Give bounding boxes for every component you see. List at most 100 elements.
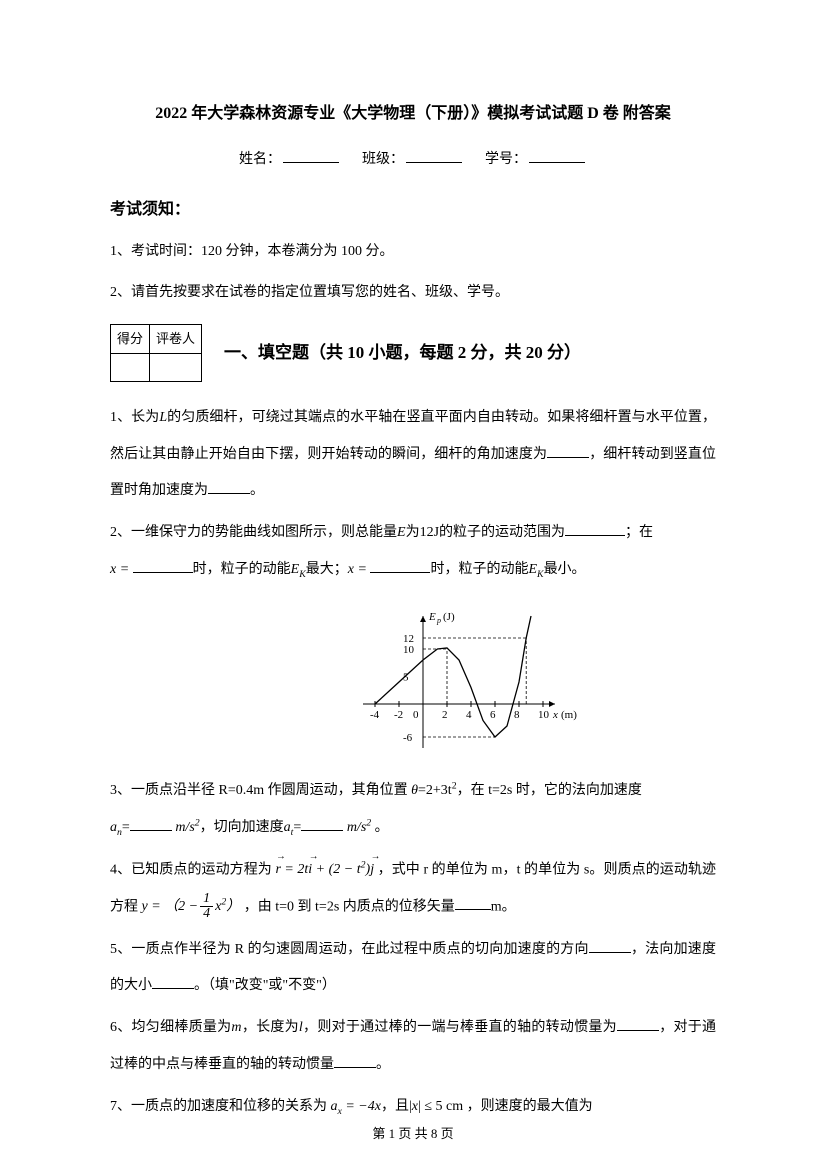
svg-text:12: 12 — [403, 633, 414, 645]
q3-text-d: 。 — [375, 820, 389, 835]
q3-text-a: 3、一质点沿半径 R=0.4m 作圆周运动，其角位置 — [110, 783, 408, 798]
section-1-heading: 一、填空题（共 10 小题，每题 2 分，共 20 分） — [224, 338, 581, 369]
q2-Ek-2: EK — [528, 562, 543, 577]
q4-text-a: 4、已知质点的运动方程为 — [110, 863, 272, 878]
q5-blank-2 — [152, 975, 194, 989]
q3-at: at — [284, 820, 294, 835]
name-label: 姓名： — [239, 152, 281, 167]
q1-blank-2 — [208, 480, 250, 494]
svg-text:4: 4 — [466, 709, 472, 721]
q4-blank-1 — [455, 896, 491, 910]
q6-blank-1 — [617, 1017, 659, 1031]
q6-text-c: ，则对于通过棒的一端与棒垂直的轴的转动惯量为 — [303, 1020, 617, 1035]
q2-xeq-1: x = — [110, 562, 129, 577]
q2-Ek-1: EK — [291, 562, 306, 577]
svg-text:10: 10 — [538, 709, 550, 721]
q5-text-c: 。（填"改变"或"不变"） — [194, 978, 336, 993]
q2-blank-3 — [370, 559, 430, 573]
q6-blank-2 — [334, 1054, 376, 1068]
q6-text-e: 。 — [376, 1057, 390, 1072]
q2-text-g: 时，粒子的动能 — [430, 562, 528, 577]
svg-text:2: 2 — [442, 709, 448, 721]
question-4: 4、已知质点的运动方程为 r = 2ti + (2 − t2)j ，式中 r 的… — [110, 852, 716, 926]
section-1-header: 得分 评卷人 一、填空题（共 10 小题，每题 2 分，共 20 分） — [110, 324, 716, 382]
page-title: 2022 年大学森林资源专业《大学物理（下册）》模拟考试试题 D 卷 附答案 — [110, 100, 716, 129]
q2-xeq-2: x = — [348, 562, 367, 577]
svg-text:-6: -6 — [403, 732, 413, 744]
q3-blank-2 — [301, 817, 343, 831]
name-blank — [283, 149, 339, 163]
svg-text:0: 0 — [413, 709, 419, 721]
score-blank-1 — [111, 353, 150, 381]
q7-text-c: ，则速度的最大值为 — [467, 1099, 593, 1114]
q4-text-c: ，由 t=0 到 t=2s 内质点的位移矢量 — [244, 899, 455, 914]
q1-text-a: 1、长为 — [110, 410, 159, 425]
notice-item-2: 2、请首先按要求在试卷的指定位置填写您的姓名、班级、学号。 — [110, 278, 716, 309]
q2-val: 12J — [420, 525, 439, 540]
question-3: 3、一质点沿半径 R=0.4m 作圆周运动，其角位置 θ=2+3t2，在 t=2… — [110, 773, 716, 846]
q3-an: an — [110, 820, 122, 835]
q2-E: E — [397, 525, 406, 540]
svg-text:6: 6 — [490, 709, 496, 721]
id-blank — [529, 149, 585, 163]
class-label: 班级： — [362, 152, 404, 167]
question-1: 1、长为L的匀质细杆，可绕过其端点的水平轴在竖直平面内自由转动。如果将细杆置与水… — [110, 400, 716, 509]
q7-text-a: 7、一质点的加速度和位移的关系为 — [110, 1099, 327, 1114]
potential-energy-chart: Ep(J)x(m)-4-22468100-651012 — [363, 594, 603, 754]
q2-text-d: ；在 — [625, 525, 653, 540]
svg-text:-2: -2 — [394, 709, 403, 721]
svg-text:x: x — [552, 709, 558, 721]
svg-text:p: p — [436, 616, 441, 625]
q3-text-c: ，切向加速度 — [200, 820, 284, 835]
q2-text-h: 最小。 — [544, 562, 586, 577]
q2-text-b: 为 — [406, 525, 420, 540]
q2-text-a: 2、一维保守力的势能曲线如图所示，则总能量 — [110, 525, 397, 540]
score-col-1: 得分 — [111, 325, 150, 353]
q3-unit-2: m/s2 — [347, 820, 371, 835]
q3-eq: =2+3t2 — [418, 783, 457, 798]
q1-text-d: 。 — [250, 483, 264, 498]
question-5: 5、一质点作半径为 R 的匀速圆周运动，在此过程中质点的切向加速度的方向，法向加… — [110, 932, 716, 1005]
score-box: 得分 评卷人 — [110, 324, 202, 382]
q2-blank-2 — [133, 559, 193, 573]
score-blank-2 — [150, 353, 202, 381]
question-6: 6、均匀细棒质量为m，长度为l，则对于通过棒的一端与棒垂直的轴的转动惯量为，对于… — [110, 1010, 716, 1083]
q6-text-a: 6、均匀细棒质量为 — [110, 1020, 231, 1035]
q4-text-d: m。 — [491, 899, 516, 914]
q2-chart: Ep(J)x(m)-4-22468100-651012 — [250, 594, 716, 763]
q3-unit-1: m/s2 — [175, 820, 199, 835]
svg-text:E: E — [428, 611, 436, 623]
q7-abs: |x| ≤ 5 cm — [409, 1099, 463, 1114]
q1-blank-1 — [547, 444, 589, 458]
q4-formula-r: r = 2ti + (2 − t2)j — [275, 852, 374, 888]
question-7: 7、一质点的加速度和位移的关系为 ax = −4x，且|x| ≤ 5 cm ，则… — [110, 1089, 716, 1125]
q4-formula-y: y = （2 −14x2） — [142, 889, 241, 925]
notice-item-1: 1、考试时间：120 分钟，本卷满分为 100 分。 — [110, 237, 716, 268]
q7-text-b: ，且 — [381, 1099, 409, 1114]
q5-blank-1 — [589, 939, 631, 953]
svg-text:(m): (m) — [561, 709, 577, 721]
notice-heading: 考试须知： — [110, 196, 716, 225]
q2-text-c: 的粒子的运动范围为 — [439, 525, 565, 540]
q3-theta: θ — [411, 783, 418, 798]
q7-ax: ax = −4x — [331, 1099, 381, 1114]
q3-blank-1 — [130, 817, 172, 831]
student-info-line: 姓名： 班级： 学号： — [110, 147, 716, 172]
q2-text-e: 时，粒子的动能 — [193, 562, 291, 577]
page-footer: 第 1 页 共 8 页 — [0, 1122, 826, 1145]
q6-text-b: ，长度为 — [242, 1020, 299, 1035]
svg-text:(J): (J) — [443, 611, 455, 623]
svg-text:8: 8 — [514, 709, 520, 721]
q2-text-f: 最大； — [306, 562, 348, 577]
score-col-2: 评卷人 — [150, 325, 202, 353]
q2-blank-1 — [565, 522, 625, 536]
q3-text-b: ，在 t=2s 时，它的法向加速度 — [457, 783, 642, 798]
svg-text:10: 10 — [403, 644, 415, 656]
q6-m: m — [231, 1020, 241, 1035]
question-2: 2、一维保守力的势能曲线如图所示，则总能量E为12J的粒子的运动范围为 ；在 x … — [110, 515, 716, 588]
q1-var-L: L — [159, 410, 167, 425]
class-blank — [406, 149, 462, 163]
id-label: 学号： — [485, 152, 527, 167]
q5-text-a: 5、一质点作半径为 R 的匀速圆周运动，在此过程中质点的切向加速度的方向 — [110, 942, 589, 957]
svg-text:-4: -4 — [370, 709, 380, 721]
